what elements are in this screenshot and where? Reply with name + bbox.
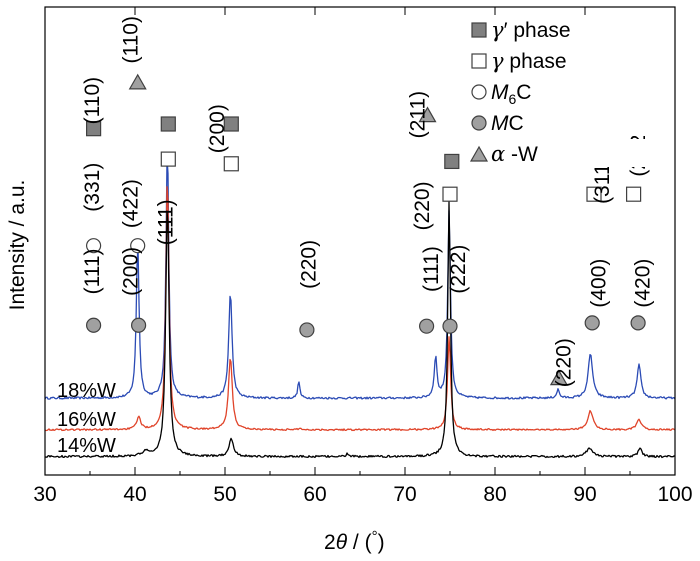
hkl-label: (422): [120, 179, 143, 228]
labels-layer: (110) (110) (331) (422) (111) (200) (111) (200)…: [81, 16, 655, 387]
series-label: 16%W: [57, 409, 116, 431]
hkl-label: (200): [206, 104, 229, 153]
series-layer: [44, 157, 676, 459]
peak-marker-m6c: [85, 238, 102, 254]
peak-marker-mc: [442, 318, 458, 334]
legend-label: M6C: [491, 81, 531, 107]
hkl-label: (220): [298, 240, 321, 289]
x-tick-label: 70: [393, 483, 416, 506]
hkl-label: (311): [591, 156, 614, 203]
hkl-label: (110): [81, 77, 104, 124]
x-axis-label: 2θ / (°): [324, 528, 385, 554]
peak-marker-mc: [299, 322, 315, 338]
legend-label: γ phase: [491, 49, 567, 73]
peak-marker-g: [442, 186, 458, 202]
hkl-label: (111): [81, 248, 104, 294]
peak-marker-g: [160, 151, 176, 167]
peak-marker-m6c: [130, 238, 146, 254]
x-tick-label: 100: [657, 483, 692, 506]
legend-bg: [465, 46, 665, 74]
hkl-label: (400): [588, 259, 611, 308]
hkl-label: (111): [420, 246, 443, 292]
legend-bg: [465, 139, 665, 167]
legend-marker-g: [471, 53, 487, 69]
legend-bg: [465, 108, 665, 136]
peak-marker-aw: [549, 369, 568, 386]
hkl-label: (110): [120, 16, 143, 63]
series-label: 18%W: [57, 380, 116, 402]
legend-marker-m6c: [471, 84, 487, 100]
peak-marker-g: [223, 156, 239, 172]
hkl-label: (111): [155, 199, 178, 245]
peak-marker-mc: [630, 315, 646, 331]
hkl-label: (211): [407, 91, 430, 138]
hkl-label: (222): [447, 245, 470, 294]
peak-marker-gp: [444, 153, 460, 170]
legend: γ′ phase γ phase M6C MC α -W: [465, 15, 665, 167]
peak-marker-mc: [131, 317, 147, 333]
x-tick-label: 90: [573, 483, 596, 506]
peak-marker-g: [586, 186, 602, 202]
markers-layer: [85, 73, 646, 386]
peak-marker-aw: [128, 73, 147, 90]
peak-marker-mc: [85, 317, 102, 333]
legend-marker-aw: [469, 145, 489, 162]
x-tick-label: 80: [483, 483, 506, 506]
peak-marker-aw: [418, 106, 437, 123]
legend-marker-gp: [471, 22, 487, 38]
series-line: [44, 157, 676, 400]
legend-label: α -W: [491, 142, 538, 166]
hkl-label: (331): [81, 163, 104, 212]
series-label: 14%W: [57, 435, 116, 457]
x-axis: 30 40 50 60 70 80 90 100: [33, 7, 693, 506]
hkl-label: (220): [552, 338, 575, 387]
hkl-label: (420): [632, 259, 655, 308]
peak-marker-gp: [223, 116, 239, 132]
legend-bg: [465, 15, 665, 43]
legend-marker-mc: [471, 115, 487, 131]
series-line: [44, 186, 676, 432]
x-tick-label: 30: [33, 483, 56, 506]
peak-marker-mc: [419, 318, 435, 334]
peak-marker-gp: [85, 121, 102, 137]
legend-bg: [465, 77, 665, 105]
legend-label: MC: [491, 112, 524, 135]
peak-marker-gp: [160, 116, 176, 132]
y-axis-label: Intensity / a.u.: [6, 180, 29, 311]
hkl-label: (200): [120, 247, 143, 296]
hkl-label: (220): [411, 181, 434, 230]
peak-marker-g: [625, 186, 642, 202]
legend-label: γ′ phase: [491, 18, 571, 42]
x-tick-label: 50: [213, 483, 236, 506]
peak-marker-mc: [584, 315, 600, 331]
x-tick-label: 40: [123, 483, 146, 506]
series-labels-layer: 18%W 16%W 14%W: [57, 380, 116, 457]
series-line: [44, 201, 676, 459]
x-tick-label: 60: [303, 483, 326, 506]
